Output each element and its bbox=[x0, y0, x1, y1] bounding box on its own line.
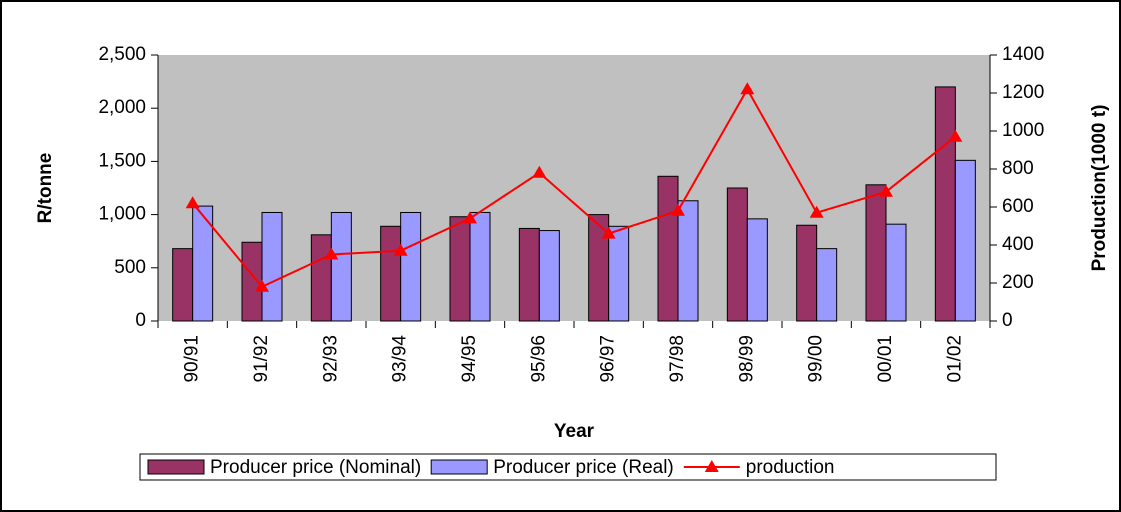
x-tick-label: 00/01 bbox=[875, 335, 896, 383]
legend-box bbox=[139, 453, 997, 481]
y-tick-label: 500 bbox=[114, 257, 146, 278]
y2-tick-label: 1200 bbox=[1002, 82, 1044, 103]
bar bbox=[726, 187, 748, 322]
marker bbox=[463, 211, 477, 224]
marker bbox=[185, 196, 200, 209]
y-tick-label: 1,500 bbox=[98, 150, 146, 171]
marker bbox=[671, 203, 685, 216]
y2-tick-label: 200 bbox=[1002, 272, 1034, 293]
legend-swatch bbox=[430, 459, 488, 475]
bar bbox=[746, 218, 768, 322]
x-tick-label: 96/97 bbox=[598, 335, 619, 383]
bar bbox=[816, 248, 838, 322]
marker bbox=[393, 243, 408, 256]
y2-tick-label: 600 bbox=[1002, 196, 1034, 217]
bar bbox=[657, 175, 679, 322]
bar bbox=[608, 225, 630, 322]
bar bbox=[400, 211, 422, 322]
bar bbox=[865, 184, 887, 322]
marker bbox=[809, 205, 824, 218]
marker bbox=[255, 279, 269, 292]
legend-label: Producer price (Real) bbox=[493, 457, 674, 478]
bar bbox=[449, 216, 471, 322]
bar bbox=[192, 205, 214, 322]
bar bbox=[380, 225, 402, 322]
y2-axis-title: Production(1000 t) bbox=[1089, 105, 1110, 272]
marker bbox=[879, 184, 893, 197]
y2-tick-label: 1000 bbox=[1002, 120, 1044, 141]
x-tick-label: 94/95 bbox=[459, 335, 480, 383]
x-axis-title: Year bbox=[554, 421, 595, 442]
x-tick-label: 95/96 bbox=[528, 335, 549, 383]
bar bbox=[796, 224, 818, 322]
x-tick-label: 90/91 bbox=[182, 335, 203, 383]
marker bbox=[948, 129, 963, 142]
y-tick-label: 2,500 bbox=[98, 44, 146, 65]
y-tick-label: 1,000 bbox=[98, 204, 146, 225]
y2-tick-label: 1400 bbox=[1002, 44, 1044, 65]
x-tick-label: 01/02 bbox=[944, 335, 965, 383]
bar bbox=[954, 159, 976, 322]
marker bbox=[601, 226, 616, 239]
marker bbox=[740, 82, 755, 95]
line bbox=[191, 87, 956, 289]
legend-swatch bbox=[147, 459, 205, 475]
y2-tick-label: 400 bbox=[1002, 234, 1034, 255]
x-tick-label: 98/99 bbox=[736, 335, 757, 383]
y-axis-title: R/tonne bbox=[35, 153, 56, 224]
x-tick-label: 92/93 bbox=[320, 335, 341, 383]
marker bbox=[532, 165, 547, 178]
legend-marker bbox=[704, 460, 719, 472]
x-tick-label: 91/92 bbox=[251, 335, 272, 383]
legend-label: production bbox=[746, 457, 835, 478]
legend-label: Producer price (Nominal) bbox=[210, 457, 421, 478]
y2-tick-label: 0 bbox=[1002, 310, 1013, 331]
bar bbox=[330, 211, 352, 322]
y-tick-label: 2,000 bbox=[98, 97, 146, 118]
x-tick-label: 97/98 bbox=[667, 335, 688, 383]
y2-tick-label: 800 bbox=[1002, 158, 1034, 179]
bar bbox=[677, 200, 699, 322]
bar bbox=[934, 86, 956, 322]
bar bbox=[885, 223, 907, 322]
x-tick-label: 93/94 bbox=[390, 335, 411, 383]
bar bbox=[469, 211, 491, 322]
bar bbox=[261, 211, 283, 322]
bar bbox=[172, 248, 194, 322]
y-tick-label: 0 bbox=[135, 310, 146, 331]
bar bbox=[538, 230, 560, 322]
x-tick-label: 99/00 bbox=[806, 335, 827, 383]
bar bbox=[518, 227, 540, 322]
marker bbox=[324, 247, 339, 260]
plot-area bbox=[158, 55, 990, 321]
bar bbox=[310, 234, 332, 322]
